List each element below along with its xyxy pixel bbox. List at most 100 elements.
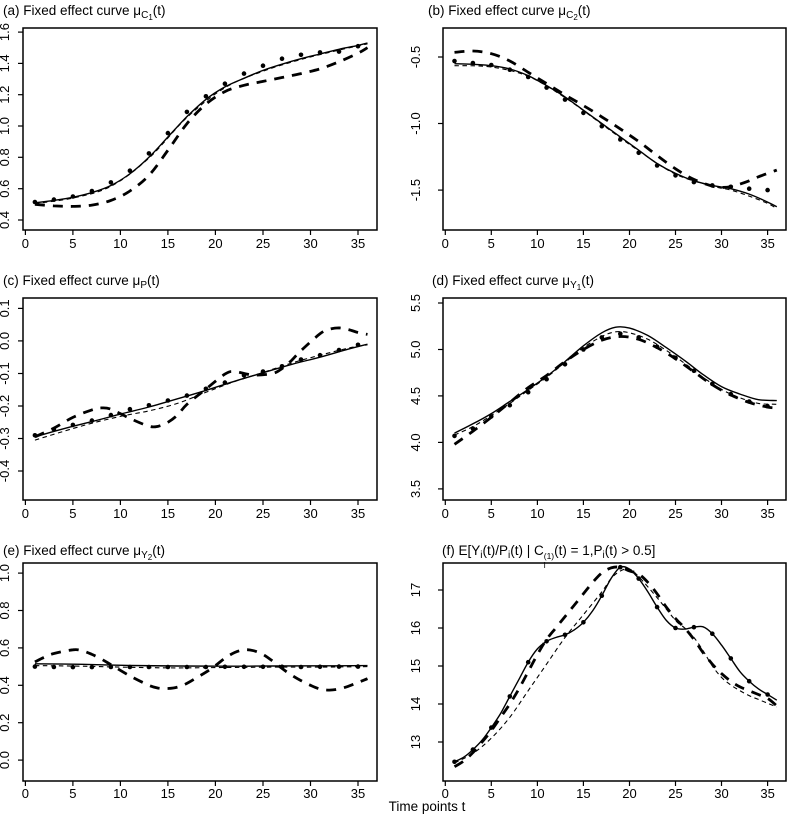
x-tick-label: 0 — [22, 236, 29, 251]
y-tick-label: 0.6 — [0, 639, 12, 657]
panel-d-frame — [442, 297, 787, 501]
data-point — [562, 97, 568, 102]
x-tick-label: 35 — [351, 786, 365, 801]
data-point — [710, 381, 715, 387]
panel-f-title-seg-5-sup: (1) — [543, 551, 555, 561]
data-point — [599, 593, 605, 598]
data-point — [184, 664, 190, 670]
data-point — [241, 664, 247, 670]
panel-b-title-seg-0: (b) Fixed effect curve μ — [428, 3, 567, 18]
x-tick-label: 5 — [69, 236, 76, 251]
y-tick-label: 1.2 — [0, 86, 12, 104]
x-tick-label: 25 — [668, 786, 682, 801]
x-tick-label: 5 — [69, 786, 76, 801]
panel-a-y-axis: 0.4 0.6 0.8 1.0 1.2 1.4 1.6 — [0, 23, 23, 229]
y-tick-label: 0.4 — [0, 211, 12, 229]
y-tick-label: 0.0 — [0, 332, 12, 350]
panel-d: (d) Fixed effect curve μY1(t) 0 5 10 15 20 25… — [400, 270, 800, 540]
x-tick-label: 30 — [714, 506, 728, 521]
data-point — [108, 664, 114, 670]
data-point — [618, 564, 623, 570]
panel-f-title-seg-5-sub: i — [543, 559, 546, 570]
y-tick-label: -0.1 — [0, 362, 12, 384]
panel-a: (a) Fixed effect curve μC1(t) 0 5 10 15 20 25… — [0, 0, 400, 270]
panel-a-title-seg-0: (a) Fixed effect curve μ — [3, 3, 142, 18]
panel-c-y-axis: -0.4 -0.3 -0.2 -0.1 0.0 0.1 — [0, 299, 23, 482]
y-tick-label: 5.5 — [408, 294, 423, 312]
data-point — [51, 664, 57, 670]
data-point — [691, 624, 697, 630]
data-point — [146, 403, 152, 408]
y-tick-label: 4.0 — [408, 433, 423, 451]
data-point — [317, 352, 323, 358]
data-point — [507, 67, 513, 72]
x-tick-label: 20 — [622, 786, 636, 801]
data-point — [336, 49, 342, 54]
data-point — [32, 433, 38, 438]
y-tick-label: -0.4 — [0, 460, 12, 482]
data-point — [336, 664, 342, 669]
y-tick-label: 1.6 — [0, 23, 12, 41]
y-tick-label: 1.0 — [0, 564, 12, 582]
panel-a-title-seg-3: (t) — [152, 3, 166, 18]
panel-b-title-seg-1: C — [566, 10, 574, 21]
y-tick-label: 0.4 — [0, 676, 12, 694]
panel-a-series-dotted-points — [32, 43, 361, 205]
data-point — [470, 426, 476, 431]
panel-b-title-seg-2: 2 — [573, 13, 578, 22]
panel-d-series-thin-dashed-line — [454, 330, 777, 436]
x-tick-label: 35 — [351, 236, 365, 251]
panel-e-plot: 0 5 10 15 20 25 30 35 0.0 0.2 0.4 0.6 0.8 1.0 — [0, 562, 378, 801]
data-point — [317, 50, 323, 55]
panel-d-x-axis: 0 5 10 15 20 25 30 35 — [442, 500, 775, 521]
data-point — [355, 342, 361, 348]
data-point — [260, 63, 266, 68]
y-tick-label: 16 — [408, 621, 423, 635]
y-tick-label: 17 — [408, 583, 423, 597]
panel-c-plot: 0 5 10 15 20 25 30 35 -0.4 -0.3 -0.2 -0.1 0.0 0.1 — [0, 297, 378, 521]
data-point — [710, 183, 715, 188]
panel-e-title-seg-3: (t) — [152, 543, 165, 558]
panel-e-y-axis: 0.0 0.2 0.4 0.6 0.8 1.0 — [0, 564, 23, 769]
data-point — [241, 373, 247, 378]
data-point — [581, 347, 586, 352]
data-point — [507, 402, 513, 408]
y-tick-label: 0.8 — [0, 601, 12, 619]
panel-d-series-dotted-points — [452, 331, 770, 439]
x-tick-label: 25 — [256, 236, 270, 251]
data-point — [355, 43, 361, 49]
y-tick-label: 15 — [408, 659, 423, 673]
data-point — [222, 81, 228, 86]
x-tick-label: 0 — [22, 506, 29, 521]
panel-f-title-seg-7: i — [602, 550, 605, 561]
data-point — [336, 347, 342, 353]
x-tick-label: 25 — [668, 236, 682, 251]
panel-f-x-axis: 0 5 10 15 20 25 30 35 — [442, 781, 775, 801]
x-tick-label: 0 — [442, 506, 449, 521]
data-point — [728, 184, 734, 190]
data-point — [691, 368, 697, 374]
panel-b-x-axis: 0 5 10 15 20 25 30 35 — [442, 230, 775, 251]
panel-b-series-dotted-points — [452, 58, 770, 193]
panel-b-frame — [442, 27, 787, 231]
x-tick-label: 5 — [488, 786, 495, 801]
panel-e: (e) Fixed effect curve μY2(t) 0 5 10 15 20 25… — [0, 540, 400, 818]
y-tick-label: 0.8 — [0, 148, 12, 166]
y-tick-label: 13 — [408, 735, 423, 749]
panel-f-title-seg-2: (t)/P — [482, 543, 509, 558]
panel-c-series-dotted-points — [32, 342, 361, 438]
panel-e-frame — [22, 562, 378, 782]
x-tick-label: 0 — [22, 786, 29, 801]
data-point — [636, 150, 641, 156]
data-point — [452, 759, 457, 765]
data-point — [51, 197, 57, 202]
data-point — [260, 369, 266, 374]
x-tick-label: 30 — [714, 786, 728, 801]
panel-f-title: (f) E[Yi(t)/Pi(t) | C (1) i (t) = 1,Pi(t) >… — [442, 543, 655, 569]
data-point — [279, 56, 285, 61]
x-tick-label: 15 — [161, 236, 175, 251]
x-tick-label: 30 — [303, 786, 317, 801]
data-point — [70, 194, 76, 199]
panel-b-y-axis: -1.5 -1.0 -0.5 — [408, 46, 443, 201]
